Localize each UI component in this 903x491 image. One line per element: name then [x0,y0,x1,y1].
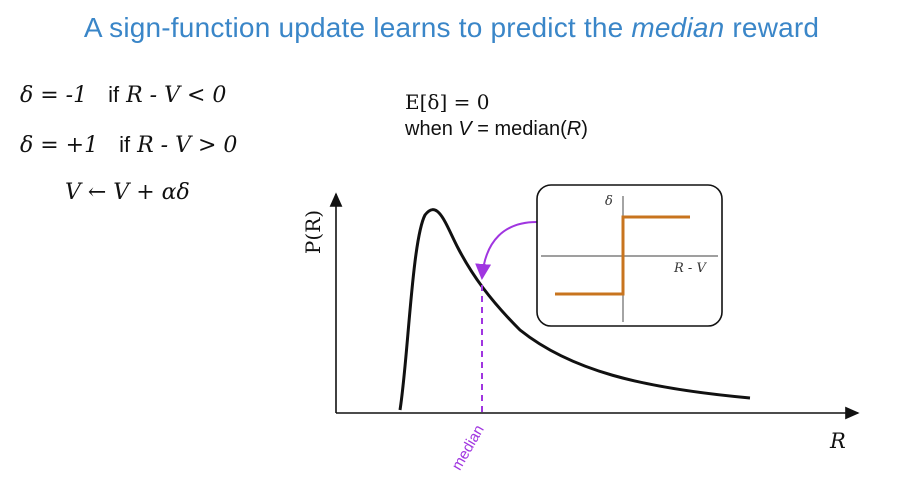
y-axis-label: P(R) [301,210,325,254]
when-var: V [458,118,472,140]
eq1-expr: R - V < 0 [126,83,227,108]
title-emphasis: median [631,12,725,43]
x-axis-label: R [829,429,846,453]
distribution-curve [398,208,751,411]
eq2-expr: R - V > 0 [137,133,238,158]
inset-x-label: R - V [673,261,707,276]
eq1-lhs: δ = -1 [20,83,88,108]
title-prefix: A sign-function update learns to predict… [83,12,632,43]
expectation-text: E[δ] = 0 [405,90,490,114]
sign-step-curve [555,215,690,296]
expectation-note: E[δ] = 0 [405,90,489,115]
eq3-text: V ← V + αδ [65,180,190,205]
eq2-cond: if [119,132,131,157]
equation-delta-positive: δ = +1 if R - V > 0 [20,132,237,158]
pointer-arrow [475,221,538,280]
equation-delta-negative: δ = -1 if R - V < 0 [20,82,226,108]
title-suffix: reward [724,12,820,43]
median-condition-note: when V = median(R) [405,118,588,141]
when-arg: R [566,118,582,140]
sign-function-inset: δ R - V [536,184,723,327]
when-close: ) [581,118,588,140]
equation-update-rule: V ← V + αδ [65,180,190,205]
slide-title: A sign-function update learns to predict… [0,12,903,44]
eq2-lhs: δ = +1 [20,133,99,158]
eq1-cond: if [108,82,120,107]
inset-y-label: δ [605,194,613,209]
when-prefix: when [405,118,459,140]
when-suffix: = median( [471,118,567,140]
median-label: median [448,422,487,473]
